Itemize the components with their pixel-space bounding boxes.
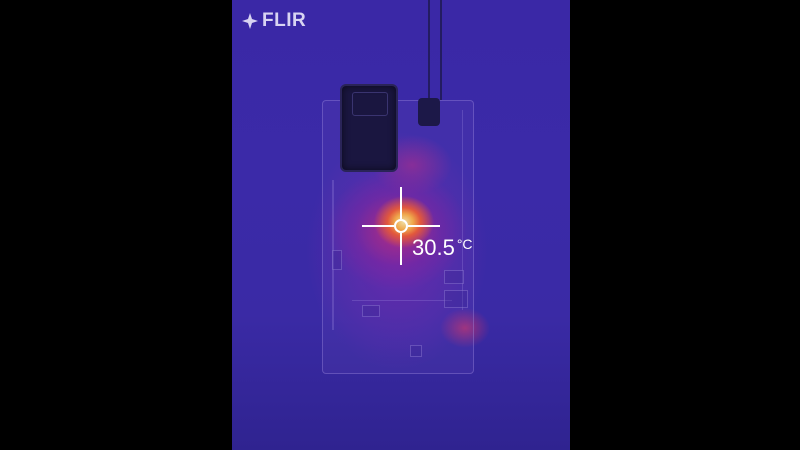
usb-cable: [428, 0, 442, 100]
temperature-value: 30.5: [412, 235, 455, 260]
smd-component: [332, 250, 342, 270]
temperature-readout: 30.5 °C: [412, 235, 473, 261]
board-trace: [462, 110, 463, 310]
logo-text: FLIR: [262, 10, 307, 31]
flir-logo-icon: [242, 13, 258, 29]
smd-component: [444, 290, 468, 308]
thermal-image: [232, 0, 570, 450]
usb-c-port: [340, 84, 398, 172]
smd-component: [362, 305, 380, 317]
temperature-unit: °C: [456, 236, 473, 252]
smd-component: [444, 270, 464, 284]
smd-component: [410, 345, 422, 357]
cable-connector: [418, 98, 440, 126]
board-trace: [332, 180, 334, 330]
board-trace: [352, 300, 452, 301]
flir-logo: FLIR: [242, 10, 306, 32]
